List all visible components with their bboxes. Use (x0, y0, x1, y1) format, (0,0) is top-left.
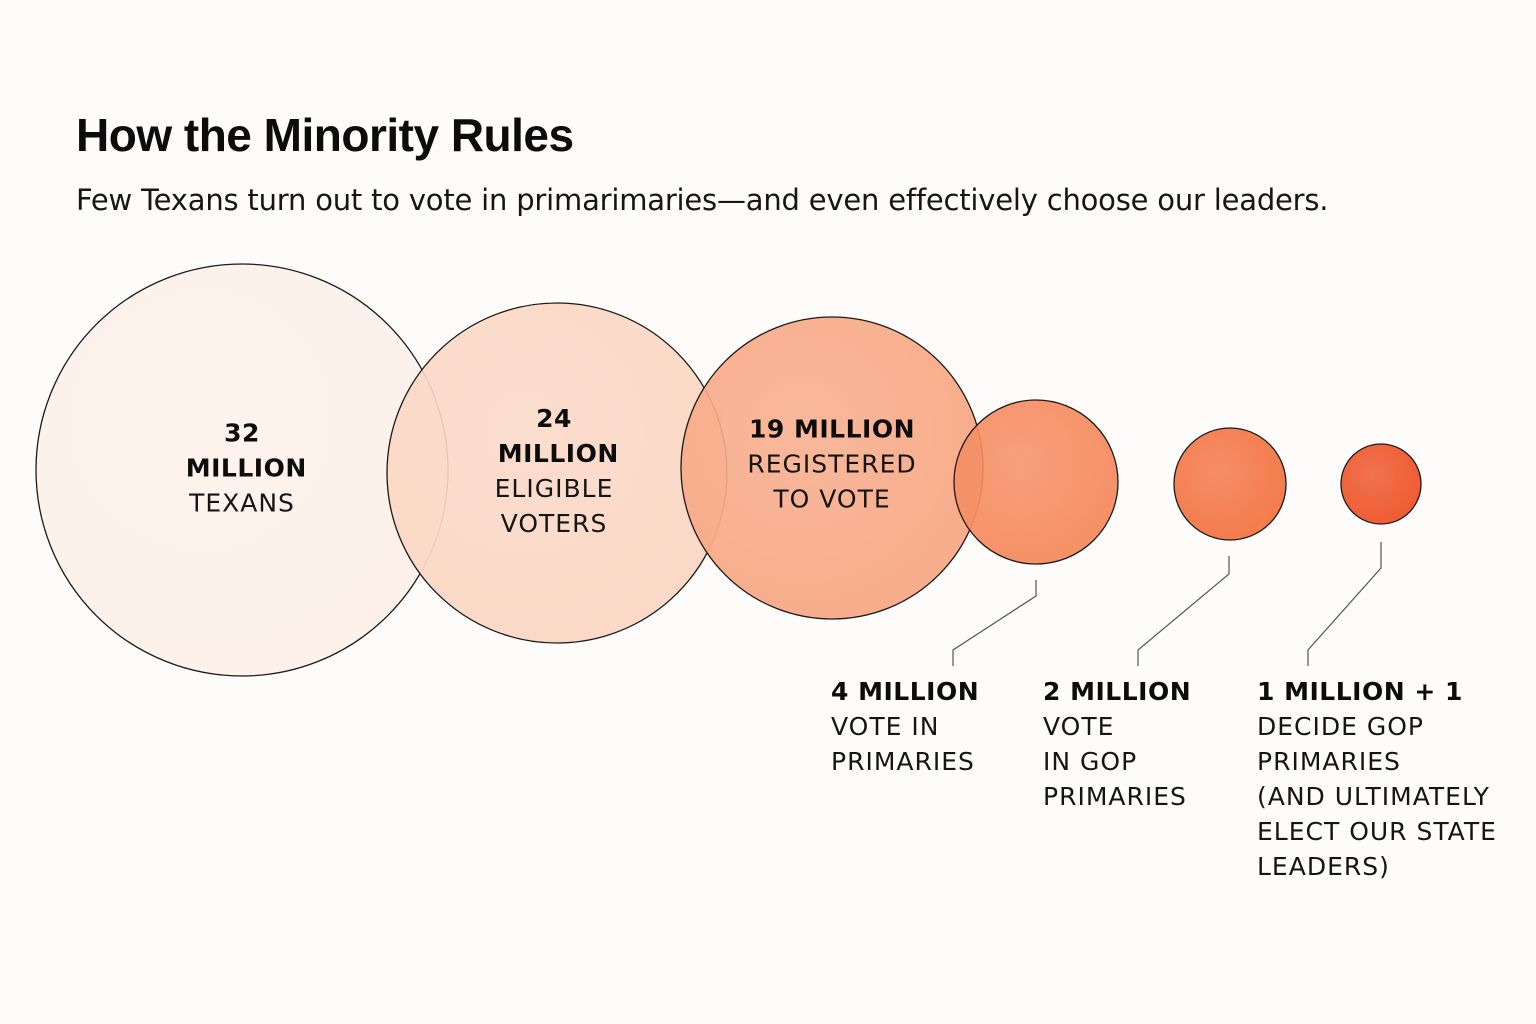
chart-title: How the Minority Rules (76, 109, 574, 161)
description-line: PRIMARIES (1257, 747, 1401, 776)
value-label: 32 MILLION (185, 418, 307, 483)
data-label-texans: 32 MILLION TEXANS (185, 416, 307, 521)
value-label: 24 MILLION (497, 404, 619, 468)
description-line: REGISTERED (747, 449, 917, 479)
value-label: 2 MILLION (1043, 677, 1192, 706)
description-line: IN GOP (1043, 747, 1138, 776)
description-line: PRIMARIES (1043, 782, 1187, 811)
chart-subtitle: Few Texans turn out to vote in primarima… (76, 183, 1329, 217)
data-label-vote-in-gop-primaries: 2 MILLION VOTE IN GOP PRIMARIES (1043, 674, 1191, 814)
bubble-vote-in-primaries (953, 399, 1119, 565)
leader-line-vote-in-gop-primaries (1137, 556, 1230, 666)
description-line: VOTE IN (831, 712, 940, 741)
bubble-vote-in-gop-primaries (1173, 427, 1287, 541)
value-label: 1 MILLION + 1 (1257, 677, 1463, 706)
description-line: LEADERS) (1257, 852, 1390, 881)
description-line: VOTE (1043, 712, 1115, 741)
description-line: TO VOTE (773, 484, 891, 514)
bubble-decide-gop-primaries (1340, 443, 1422, 525)
value-label: 4 MILLION (831, 677, 980, 706)
leader-line-vote-in-primaries (952, 580, 1037, 666)
value-label: 19 MILLION (748, 414, 916, 444)
data-label-vote-in-primaries: 4 MILLION VOTE IN PRIMARIES (831, 674, 979, 779)
description-line: TEXANS (189, 488, 295, 518)
description-line: PRIMARIES (831, 747, 975, 776)
description-line: ELIGIBLE (494, 474, 614, 503)
description-line: ELECT OUR STATE (1257, 817, 1497, 846)
data-label-registered-to-vote: 19 MILLION REGISTERED TO VOTE (747, 412, 916, 517)
data-label-eligible-voters: 24 MILLION ELIGIBLE VOTERS (494, 401, 619, 541)
description-line: VOTERS (500, 509, 608, 538)
data-label-decide-gop-primaries: 1 MILLION + 1 DECIDE GOP PRIMARIES (AND ULT… (1257, 674, 1497, 884)
description-line: (AND ULTIMATELY (1257, 782, 1490, 811)
description-line: DECIDE GOP (1257, 712, 1424, 741)
leader-line-decide-gop-primaries (1307, 542, 1382, 666)
